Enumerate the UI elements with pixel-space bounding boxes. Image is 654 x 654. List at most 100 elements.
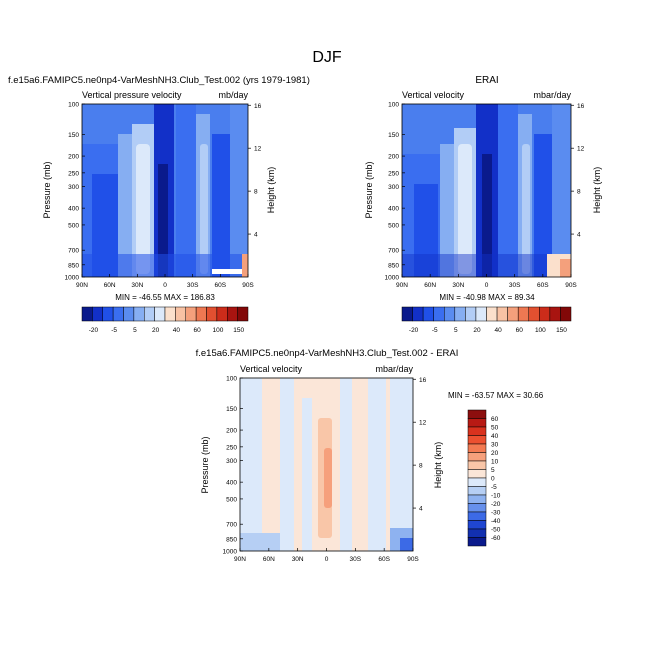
x-tick-label: 0 (163, 282, 167, 289)
y-tick-label: 300 (388, 184, 399, 191)
colorbar-label: 40 (491, 433, 499, 440)
height-tick-label: 16 (254, 103, 262, 110)
colorbar-label: -30 (491, 510, 501, 517)
y-tick-label: 500 (68, 222, 79, 229)
panel-model-y2label: Height (km) (266, 167, 276, 214)
y-tick-label: 700 (388, 248, 399, 255)
y-tick-label: 1000 (385, 275, 400, 282)
y-tick-label: 850 (388, 262, 399, 269)
panel-model: f.e15a6.FAMIPC5.ne0np4-VarMeshNH3.Club_T… (8, 75, 310, 334)
x-tick-label: 30N (131, 282, 143, 289)
y-tick-label: 100 (226, 376, 237, 383)
colorbar-swatch (216, 306, 228, 322)
colorbar-label: 150 (556, 327, 567, 334)
panel-diff-minmax: MIN = -63.57 MAX = 30.66 (448, 391, 544, 400)
y-tick-label: 150 (226, 406, 237, 413)
y-tick-label: 300 (226, 458, 237, 465)
panel-diff-ylabel: Pressure (mb) (200, 436, 210, 493)
colorbar-swatch (102, 306, 114, 322)
colorbar-label: 50 (491, 425, 499, 432)
y-tick-label: 250 (226, 444, 237, 451)
colorbar-swatch (144, 306, 155, 322)
colorbar-label: 150 (233, 327, 244, 334)
x-tick-label: 60N (104, 282, 116, 289)
x-tick-label: 90N (396, 282, 408, 289)
colorbar-label: -50 (491, 527, 501, 534)
colorbar-swatch (467, 426, 487, 436)
y-tick-label: 100 (68, 102, 79, 109)
colorbar-swatch (486, 306, 498, 322)
height-tick-label: 8 (254, 189, 258, 196)
colorbar-swatch (467, 511, 487, 521)
colorbar-swatch (467, 486, 487, 496)
x-tick-label: 60S (215, 282, 227, 289)
y-tick-label: 400 (226, 480, 237, 487)
y-tick-label: 700 (226, 522, 237, 529)
y-tick-label: 1000 (65, 275, 80, 282)
height-tick-label: 12 (254, 146, 262, 153)
panel-diff-y2label: Height (km) (433, 442, 443, 489)
x-tick-label: 60S (537, 282, 549, 289)
colorbar-swatch (467, 537, 487, 547)
colorbar-label: 20 (152, 327, 160, 334)
colorbar-label: 40 (173, 327, 181, 334)
colorbar-label: -20 (89, 327, 99, 334)
y-tick-label: 1000 (223, 549, 238, 556)
panel-obs-title: ERAI (475, 75, 498, 86)
colorbar-label: -40 (491, 518, 501, 525)
panel-obs-ylabel: Pressure (mb) (364, 161, 374, 218)
panel-obs-minmax: MIN = -40.98 MAX = 89.34 (439, 293, 535, 302)
colorbar-swatch (164, 306, 176, 322)
panel-model-colorbar: -20 -5 5 20 40 60 100 150 (81, 306, 249, 334)
y-tick-label: 700 (68, 248, 79, 255)
y-tick-label: 850 (226, 536, 237, 543)
y-tick-label: 200 (68, 154, 79, 161)
colorbar-swatch (433, 306, 445, 322)
colorbar-swatch (467, 528, 487, 538)
colorbar-swatch (123, 306, 135, 322)
height-tick-label: 4 (577, 232, 581, 239)
colorbar-swatch (467, 409, 487, 419)
y-tick-label: 200 (226, 428, 237, 435)
y-tick-label: 150 (68, 132, 79, 139)
colorbar-label: -20 (491, 501, 501, 508)
colorbar-swatch (467, 435, 487, 445)
colorbar-label: -10 (491, 493, 501, 500)
colorbar-swatch (112, 306, 124, 322)
colorbar-label: 10 (491, 459, 499, 466)
figure-title: DJF (312, 49, 342, 66)
colorbar-label: 100 (212, 327, 223, 334)
x-tick-label: 30S (509, 282, 521, 289)
panel-obs-left-label: Vertical velocity (402, 90, 465, 100)
colorbar-swatch (467, 443, 487, 453)
height-tick-label: 12 (577, 146, 585, 153)
panel-obs-colorbar: -20 -5 5 20 40 60 100 150 (401, 306, 572, 334)
y-tick-label: 850 (68, 262, 79, 269)
colorbar-label: 40 (495, 327, 503, 334)
colorbar-swatch (154, 306, 166, 322)
colorbar-swatch (517, 306, 529, 322)
panel-model-title: f.e15a6.FAMIPC5.ne0np4-VarMeshNH3.Club_T… (8, 75, 310, 86)
y-tick-label: 500 (226, 496, 237, 503)
x-tick-label: 30N (452, 282, 464, 289)
y-tick-label: 300 (68, 184, 79, 191)
colorbar-swatch (227, 306, 238, 322)
panel-diff: f.e15a6.FAMIPC5.ne0np4-VarMeshNH3.Club_T… (196, 348, 544, 563)
colorbar-label: -5 (432, 327, 438, 334)
colorbar-label: -20 (409, 327, 419, 334)
panel-diff-field (239, 377, 414, 552)
y-tick-label: 500 (388, 222, 399, 229)
colorbar-swatch (467, 520, 487, 530)
colorbar-swatch (444, 306, 456, 322)
height-tick-label: 16 (419, 377, 427, 384)
panel-model-ylabel: Pressure (mb) (42, 161, 52, 218)
y-tick-label: 100 (388, 102, 399, 109)
x-tick-label: 90N (76, 282, 88, 289)
panel-model-field (81, 103, 249, 278)
colorbar-swatch (175, 306, 186, 322)
panel-obs-unit: mbar/day (533, 90, 571, 100)
colorbar-swatch (528, 306, 540, 322)
x-tick-label: 30S (350, 556, 362, 563)
colorbar-swatch (467, 460, 487, 470)
